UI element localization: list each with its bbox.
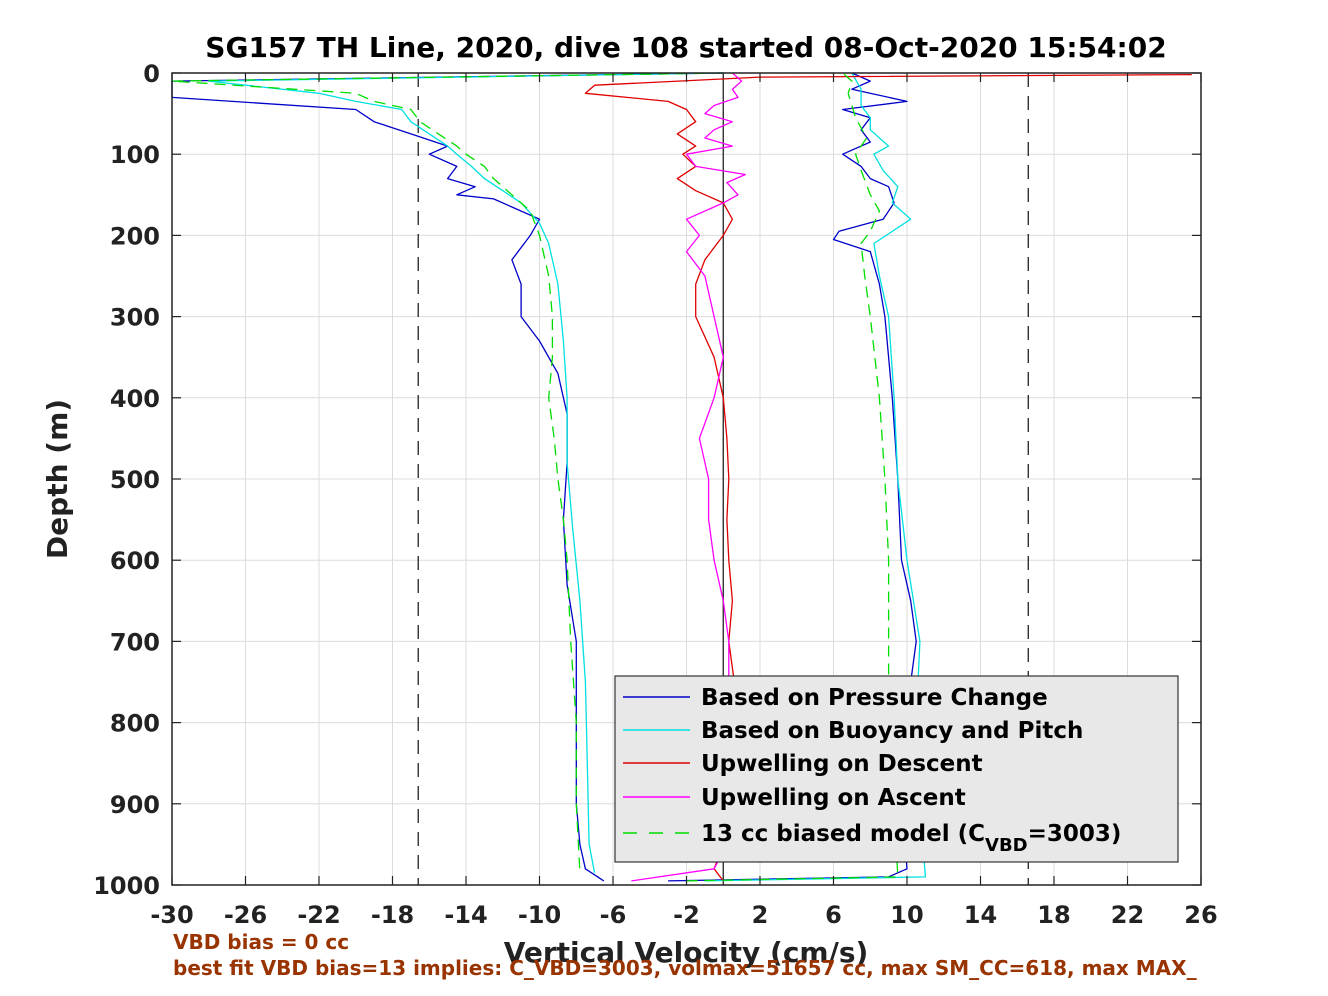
x-tick-label: 18 (1037, 901, 1070, 929)
y-tick-label: 0 (143, 60, 160, 88)
x-tick-label: 10 (890, 901, 923, 929)
footnote-best-fit: best fit VBD bias=13 implies: C_VBD=3003… (173, 956, 1197, 980)
x-tick-label: -14 (444, 901, 487, 929)
legend-label-text: Based on Pressure Change (701, 685, 1048, 711)
y-tick-label: 900 (110, 791, 160, 819)
x-tick-label: -26 (224, 901, 267, 929)
legend-label: 13 cc biased model (CVBD=3003) (701, 821, 1121, 856)
y-tick-label: 800 (110, 710, 160, 738)
x-tick-label: -6 (600, 901, 627, 929)
x-tick-label: 2 (752, 901, 769, 929)
legend-label: Upwelling on Descent (701, 751, 983, 777)
chart-title: SG157 TH Line, 2020, dive 108 started 08… (205, 31, 1166, 64)
legend-label: Upwelling on Ascent (701, 785, 966, 811)
legend-label-text: Upwelling on Ascent (701, 785, 966, 811)
legend-label-tail: =3003) (1028, 821, 1122, 847)
x-tick-label: 6 (825, 901, 842, 929)
x-axis-label: Vertical Velocity (cm/s) (504, 936, 869, 969)
y-tick-label: 200 (110, 222, 160, 250)
y-tick-label: 1000 (93, 872, 160, 900)
y-tick-label: 600 (110, 547, 160, 575)
y-tick-label: 700 (110, 628, 160, 656)
series-line-5-descent (171, 72, 724, 873)
legend-label-text: Upwelling on Descent (701, 751, 983, 777)
legend-label-text: Based on Buoyancy and Pitch (701, 718, 1083, 744)
x-tick-label: -22 (297, 901, 340, 929)
legend: Based on Pressure Change Based on Buoyanc… (614, 675, 1179, 863)
x-tick-label: -18 (371, 901, 414, 929)
legend-label-text: 13 cc biased model (C (701, 821, 985, 847)
legend-label-subscript: VBD (985, 835, 1028, 856)
y-axis-label: Depth (m) (41, 399, 74, 559)
legend-box (614, 675, 1179, 863)
legend-label: Based on Buoyancy and Pitch (701, 718, 1083, 744)
x-tick-label: -10 (518, 901, 561, 929)
y-tick-label: 500 (110, 466, 160, 494)
y-tick-label: 400 (110, 385, 160, 413)
axis-ticks: -30 -26 -22 -18 -14 -10 -6 -2 2 6 10 14 18 22 26010020… (93, 60, 1218, 929)
footnote-vbd-bias: VBD bias = 0 cc (173, 930, 350, 954)
x-tick-label: 26 (1184, 901, 1217, 929)
legend-label: Based on Pressure Change (701, 685, 1048, 711)
x-tick-label: -30 (150, 901, 193, 929)
series-line-1-descent (171, 72, 724, 882)
x-tick-label: 22 (1111, 901, 1144, 929)
y-tick-label: 100 (110, 141, 160, 169)
x-tick-label: 14 (964, 901, 997, 929)
y-tick-label: 300 (110, 304, 160, 332)
x-tick-label: -2 (673, 901, 700, 929)
